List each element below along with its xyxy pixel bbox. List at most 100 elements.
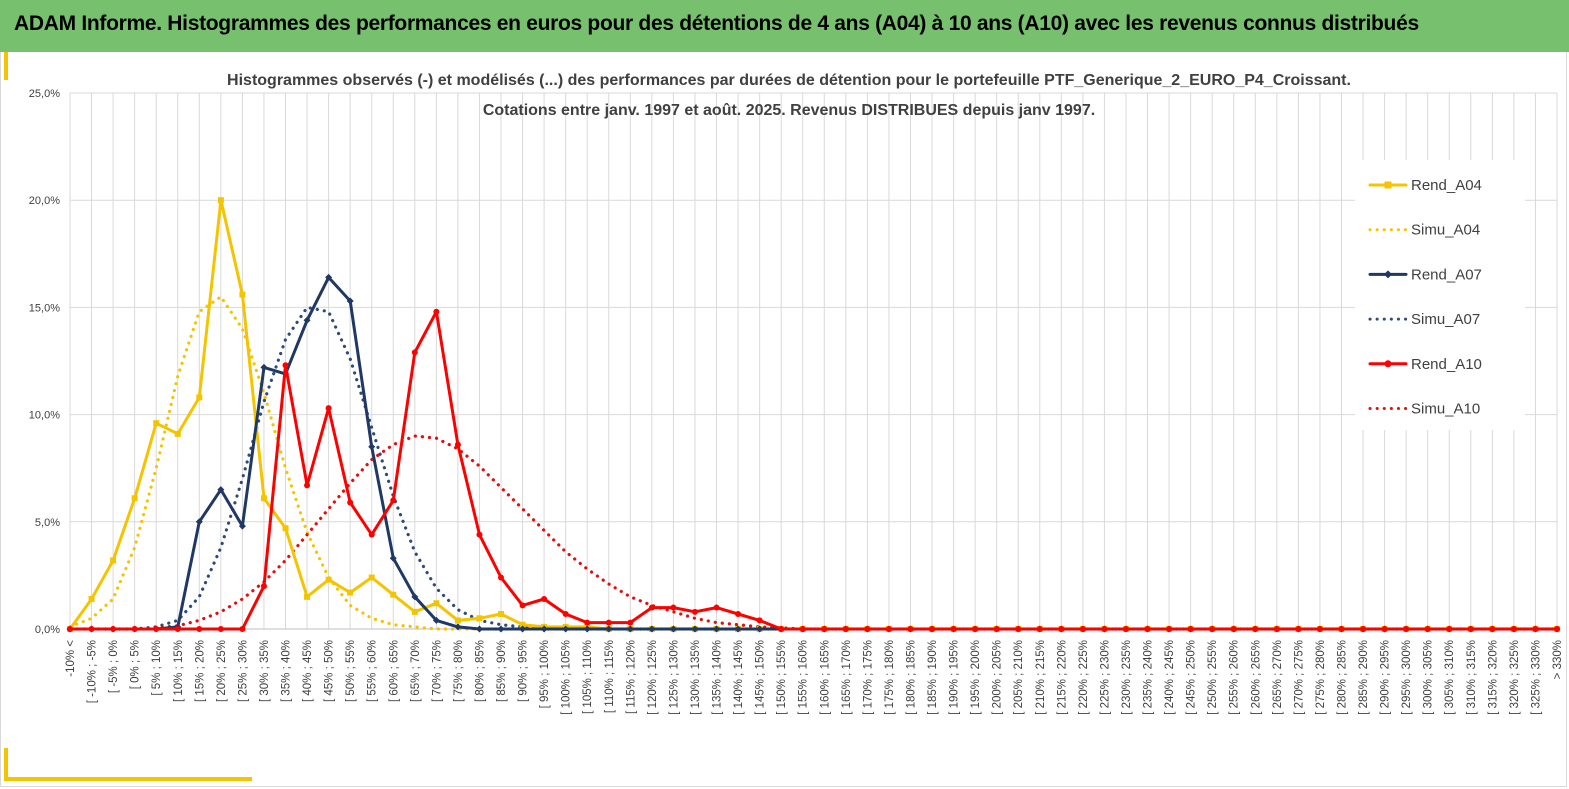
- data-point: [626, 625, 634, 633]
- x-tick-label: [ 245% ; 250%: [1186, 640, 1198, 715]
- x-tick-label: [ 255% ; 260%: [1229, 640, 1241, 715]
- legend-label: Rend_A10: [1411, 356, 1482, 373]
- data-point: [196, 394, 203, 401]
- x-tick-label: [ 115% ; 120%: [625, 640, 637, 714]
- y-tick-label: 0,0%: [35, 624, 60, 636]
- data-point: [669, 625, 677, 633]
- data-point: [88, 626, 95, 632]
- x-tick-label: [ 75% ; 80%: [453, 640, 465, 702]
- data-point: [368, 574, 375, 581]
- x-tick-label: [ 230% ; 235%: [1121, 640, 1133, 715]
- data-point: [1510, 626, 1517, 632]
- x-tick-label: [ 125% ; 130%: [668, 640, 680, 715]
- chart-title-line-2: Cotations entre janv. 1997 et août. 2025…: [483, 102, 1095, 119]
- banner-title: ADAM Informe. Histogrammes des performan…: [14, 12, 1419, 35]
- data-point: [454, 617, 461, 624]
- y-tick-label: 10,0%: [29, 410, 60, 422]
- data-point: [110, 557, 117, 564]
- legend-label: Simu_A07: [1411, 311, 1480, 328]
- data-point: [519, 625, 527, 633]
- x-tick-label: [ 235% ; 240%: [1143, 640, 1155, 715]
- data-point: [325, 273, 333, 281]
- data-point: [432, 616, 440, 624]
- x-tick-label: -10% <: [65, 640, 77, 677]
- data-point: [1295, 626, 1302, 632]
- x-tick-label: [ 50% ; 55%: [345, 640, 357, 702]
- data-point: [303, 316, 311, 324]
- x-tick-label: [ 140% ; 145%: [733, 640, 745, 715]
- data-point: [325, 576, 332, 583]
- x-tick-label: [ 65% ; 70%: [410, 640, 422, 702]
- data-point: [304, 482, 311, 489]
- x-tick-label: [ 90% ; 95%: [518, 640, 530, 702]
- x-tick-label: [ 85% ; 90%: [496, 640, 508, 702]
- x-tick-label: [ 170% ; 175%: [862, 640, 874, 715]
- data-point: [411, 593, 419, 601]
- accent-bar-left: [4, 748, 8, 781]
- data-point: [1144, 626, 1151, 632]
- legend: Rend_A04 Simu_A04 Rend_A07 Simu_A07 Rend_A10…: [1355, 160, 1525, 430]
- data-point: [1079, 626, 1086, 632]
- data-point: [519, 602, 526, 609]
- x-tick-label: [ 300% ; 305%: [1423, 640, 1435, 715]
- x-tick-label: [ 110% ; 115%: [604, 640, 616, 713]
- data-point: [1209, 626, 1216, 632]
- data-point: [239, 291, 246, 298]
- data-point: [260, 583, 267, 590]
- series-lines: [66, 197, 1561, 633]
- series-line-Simu_A10: [68, 434, 1559, 631]
- y-tick-label: 15,0%: [29, 302, 60, 314]
- data-point: [1187, 626, 1194, 632]
- x-tick-label: [ 220% ; 225%: [1078, 640, 1090, 715]
- data-point: [433, 600, 440, 607]
- series-line-Simu_A04: [68, 295, 1559, 631]
- x-tick-label: [ 320% ; 325%: [1509, 640, 1521, 715]
- y-tick-label: 20,0%: [29, 195, 60, 207]
- x-tick-label: [ 290% ; 295%: [1380, 640, 1392, 715]
- data-point: [260, 495, 267, 502]
- data-point: [454, 441, 461, 448]
- x-tick-label: [ 190% ; 195%: [949, 640, 961, 715]
- data-point: [1532, 626, 1539, 632]
- data-point: [950, 626, 957, 632]
- x-tick-label: [ 210% ; 215%: [1035, 640, 1047, 715]
- data-point: [390, 497, 397, 504]
- x-tick-label: [ 225% ; 230%: [1099, 640, 1111, 715]
- data-point: [519, 621, 526, 628]
- data-point: [907, 626, 914, 632]
- data-point: [433, 308, 440, 315]
- data-point: [1489, 626, 1496, 632]
- x-tick-label: > 330%: [1552, 640, 1564, 679]
- data-point: [390, 591, 397, 598]
- x-tick-label: [ 240% ; 245%: [1164, 640, 1176, 715]
- data-point: [972, 626, 979, 632]
- data-point: [842, 626, 849, 632]
- x-tick-label: [ 305% ; 310%: [1444, 640, 1456, 715]
- x-tick-label: [ 60% ; 65%: [388, 640, 400, 702]
- data-point: [1058, 626, 1065, 632]
- x-tick-label: [ 10% ; 15%: [173, 640, 185, 702]
- data-point: [196, 626, 203, 632]
- data-point: [217, 486, 225, 494]
- data-point: [411, 349, 418, 356]
- data-point: [1384, 181, 1392, 189]
- x-tick-label: [ 280% ; 285%: [1336, 640, 1348, 715]
- x-tick-label: [ 105% ; 110%: [582, 640, 594, 714]
- data-point: [476, 615, 483, 622]
- x-tick-label: [ 155% ; 160%: [798, 640, 810, 715]
- legend-label: Rend_A07: [1411, 266, 1482, 283]
- x-tick-label: [ 100% ; 105%: [561, 640, 573, 715]
- data-point: [734, 625, 742, 633]
- data-point: [498, 574, 505, 581]
- x-tick-label: [ 270% ; 275%: [1293, 640, 1305, 715]
- x-tick-label: [ 185% ; 190%: [927, 640, 939, 715]
- data-point: [347, 589, 354, 596]
- data-point: [1384, 360, 1392, 368]
- x-tick-label: [ 95% ; 100%: [539, 640, 551, 708]
- data-point: [1316, 626, 1323, 632]
- banner: ADAM Informe. Histogrammes des performan…: [0, 0, 1569, 52]
- data-point: [346, 297, 354, 305]
- data-point: [864, 626, 871, 632]
- x-tick-label: [ 20% ; 25%: [216, 640, 228, 702]
